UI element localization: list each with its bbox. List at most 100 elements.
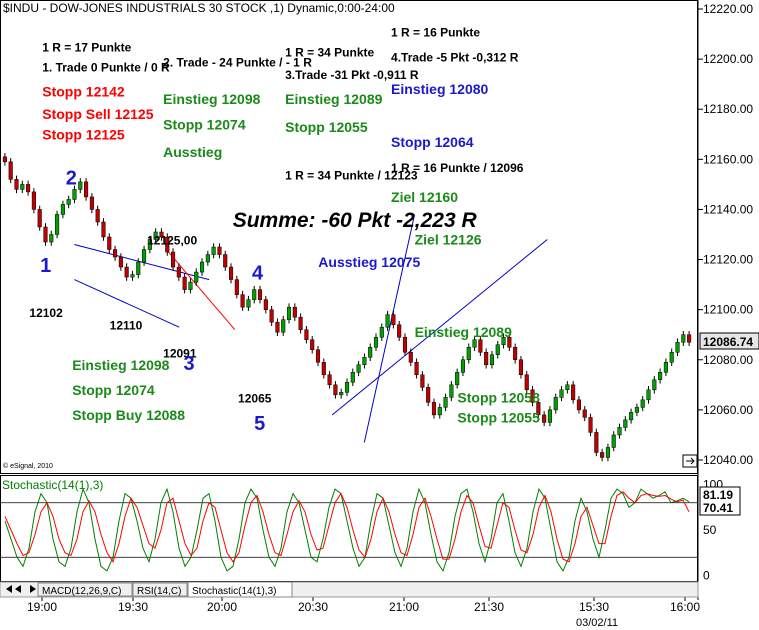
tab-prev-icon[interactable]	[15, 585, 21, 593]
price-candle	[2, 156, 7, 163]
price-candle	[107, 236, 112, 250]
time-axis: 19:00 19:30 20:00 20:30 21:00 21:30 15:30 16:00	[27, 597, 700, 614]
price-candle	[431, 402, 437, 416]
price-candle	[37, 209, 42, 228]
price-candle	[426, 387, 431, 403]
price-candle	[333, 384, 338, 396]
price-candle	[350, 372, 355, 383]
annotation-a32: Stopp Buy 12088	[72, 407, 185, 423]
price-tick-label: 12160.00	[703, 152, 753, 166]
price-candle	[153, 231, 158, 240]
tab-rsi[interactable]: RSI(14,C)	[132, 582, 188, 597]
annotation-a2: 1. Trade 0 Punkte / 0 R	[42, 61, 170, 75]
price-candle	[675, 341, 680, 353]
price-candle	[304, 329, 309, 340]
annotations: 1 R = 17 Punkte 1. Trade 0 Punkte / 0 R St…	[29, 26, 540, 426]
price-candle	[246, 299, 251, 308]
annotation-a15: 4.Trade -5 Pkt -0,312 R	[391, 51, 519, 65]
price-candle	[205, 254, 210, 263]
stoch-title: Stochastic(14(1),3)	[2, 478, 103, 492]
price-candle	[530, 389, 535, 403]
price-candle	[518, 359, 523, 376]
tab-next-icon[interactable]	[30, 585, 36, 593]
price-candle	[356, 364, 361, 373]
tab-nav-icons[interactable]	[6, 585, 36, 593]
price-candle	[408, 351, 413, 363]
price-candle	[681, 334, 686, 343]
annotation-a9: Ausstieg	[163, 144, 222, 160]
price-candle	[501, 336, 506, 345]
price-candle	[240, 294, 245, 308]
price-candle	[315, 349, 321, 363]
price-candle	[275, 321, 280, 333]
price-candle	[420, 374, 425, 388]
scroll-right-icon[interactable]	[682, 454, 698, 468]
price-tick-label: 12080.00	[703, 353, 753, 367]
annotation-a11: 3.Trade -31 Pkt -0,911 R	[285, 68, 419, 82]
annotation-a17: Stopp 12064	[391, 134, 474, 150]
price-candle	[286, 306, 292, 320]
tab-stochastic[interactable]: Stochastic(14(1),3)	[187, 581, 293, 598]
price-candle	[588, 417, 593, 433]
price-candle	[194, 271, 199, 283]
price-candle	[101, 221, 106, 238]
price-candle	[281, 319, 286, 333]
price-candle	[460, 359, 466, 373]
price-candle	[362, 357, 367, 366]
annotation-a3: Stopp 12142	[42, 84, 125, 100]
price-candle	[298, 316, 303, 330]
price-candle	[547, 409, 552, 423]
price-candle	[223, 254, 228, 268]
annotation-a26: 12102	[29, 306, 63, 320]
price-candle	[118, 256, 123, 268]
price-candle	[455, 372, 460, 386]
annotation-a31: Stopp 12074	[72, 382, 155, 398]
copyright-label: © eSignal, 2010	[3, 462, 53, 470]
price-tick-label: 12060.00	[703, 403, 753, 417]
stoch-line-d	[4, 491, 690, 563]
annotation-a19: Ziel 12160	[391, 189, 458, 205]
annotation-a4: Stopp Sell 12125	[42, 106, 153, 122]
wave-label-5: 5	[254, 413, 265, 435]
price-candle	[507, 336, 512, 348]
price-candle	[368, 346, 373, 358]
price-candle	[124, 266, 129, 278]
price-candle	[43, 226, 48, 243]
price-series	[2, 153, 692, 462]
annotation-a27: 12110	[110, 319, 143, 333]
price-candle	[617, 427, 622, 436]
tab-first-icon[interactable]	[6, 585, 12, 593]
time-tick-label: 20:30	[298, 600, 328, 614]
wave-label-1: 1	[40, 255, 51, 277]
stoch-k-value: 81.19	[703, 488, 733, 502]
trendlines	[74, 214, 548, 443]
price-candle	[292, 306, 297, 318]
stoch-tick-label: 0	[703, 568, 710, 582]
price-candle	[234, 279, 239, 295]
stoch-line-k	[4, 487, 690, 573]
price-tick-label: 12220.00	[703, 2, 753, 16]
date-label: 03/02/11	[576, 617, 618, 629]
price-candle	[600, 452, 605, 458]
price-candle	[646, 389, 651, 401]
price-candle	[263, 299, 268, 310]
price-candle	[571, 384, 576, 401]
price-candle	[269, 309, 274, 323]
price-candle	[634, 407, 639, 413]
time-tick-label: 19:30	[118, 600, 148, 614]
price-candle	[327, 374, 332, 386]
tab-macd-label: MACD(12,26,9,C)	[42, 586, 121, 597]
annotation-a34: Stopp 12055	[457, 409, 540, 425]
annotation-a29: 12065	[238, 391, 272, 405]
price-candle	[553, 397, 558, 411]
price-candle	[495, 344, 500, 356]
price-candle	[310, 339, 315, 350]
price-candle	[89, 196, 94, 210]
price-candle	[373, 336, 379, 348]
price-candle	[611, 434, 616, 448]
price-candle	[14, 179, 19, 190]
annotation-a5: Stopp 12125	[42, 126, 125, 142]
tab-macd[interactable]: MACD(12,26,9,C)	[37, 582, 133, 597]
price-candle	[687, 334, 692, 343]
